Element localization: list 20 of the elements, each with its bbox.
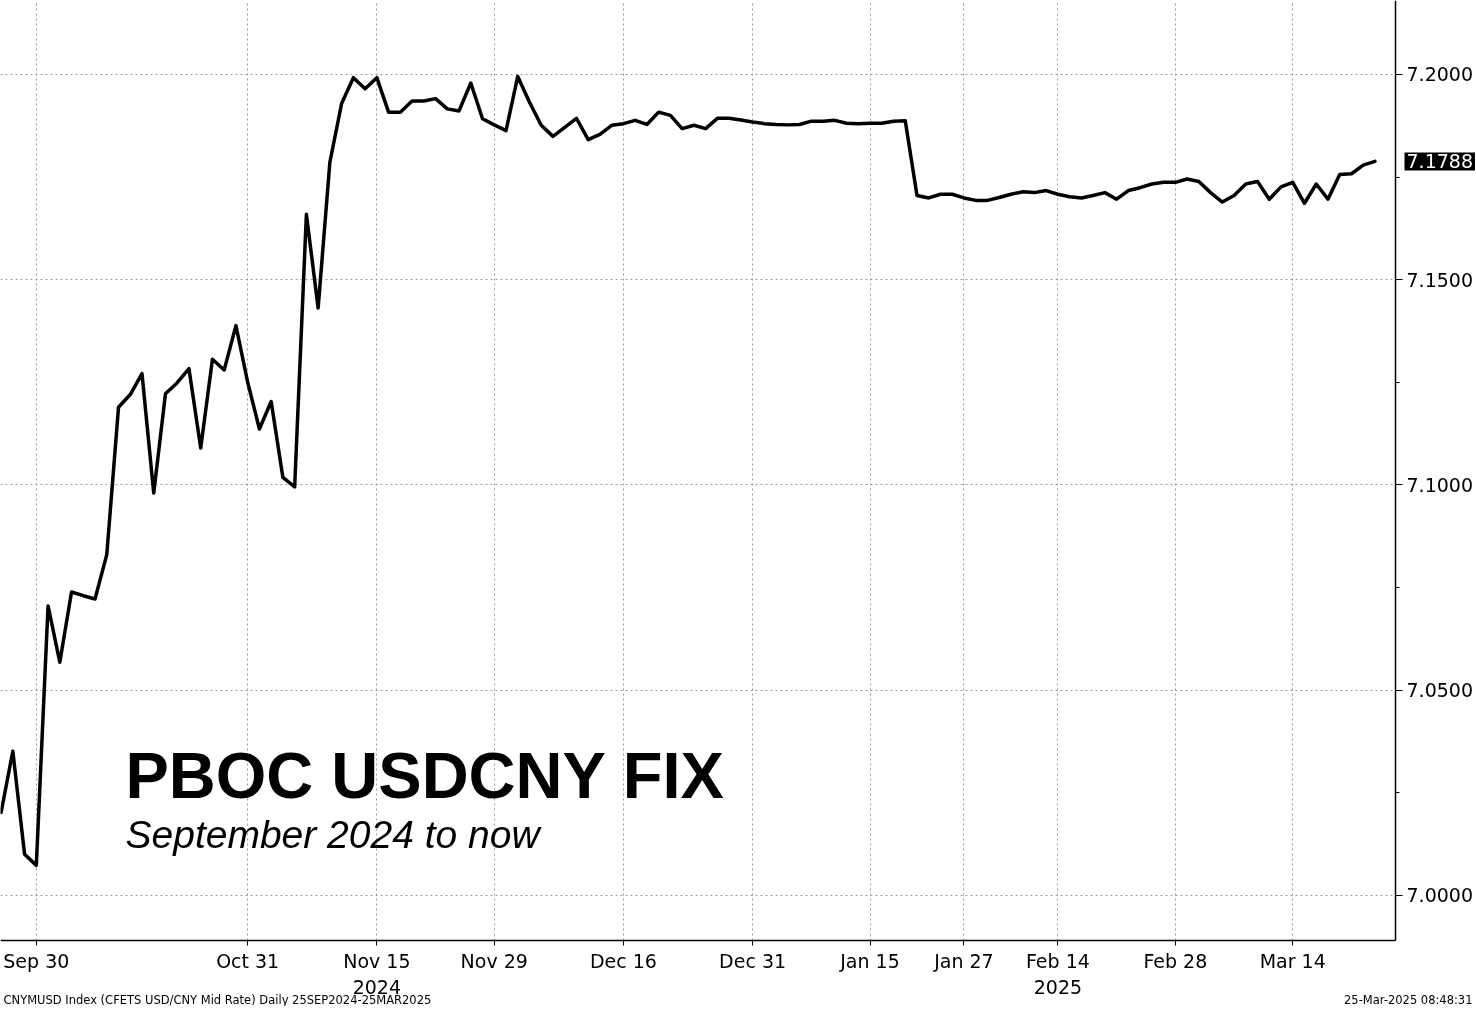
x-tick-label: Dec 31 — [719, 949, 787, 972]
y-tick-label: 7.2000 — [1406, 63, 1473, 86]
x-tick-label: Jan 27 — [933, 949, 994, 972]
text: PBOC USDCNY FIX — [125, 739, 724, 812]
x-tick-label: Mar 14 — [1259, 949, 1326, 972]
text: September 2024 to now — [125, 813, 543, 856]
x-tick-label: Oct 31 — [216, 949, 280, 972]
x-tick-label: Jan 15 — [839, 949, 900, 972]
y-tick-label: 7.1000 — [1406, 473, 1473, 496]
y-tick-label: 7.1500 — [1406, 268, 1473, 291]
line-series — [0, 74, 1377, 868]
y-tick-label: 7.0500 — [1406, 679, 1473, 702]
text: 25-Mar-2025 08:48:31 — [1344, 992, 1473, 1007]
x-tick-label: Nov 29 — [460, 949, 528, 972]
x-tick-label: Sep 30 — [3, 949, 70, 972]
data-label: 7.1788 — [1406, 150, 1473, 173]
x-tick-label: Feb 14 2025 — [1025, 949, 1090, 998]
y-tick-label: 7.0000 — [1406, 884, 1473, 907]
x-tick-label: Feb 28 — [1143, 949, 1208, 972]
x-tick-label: Dec 16 — [589, 949, 657, 972]
